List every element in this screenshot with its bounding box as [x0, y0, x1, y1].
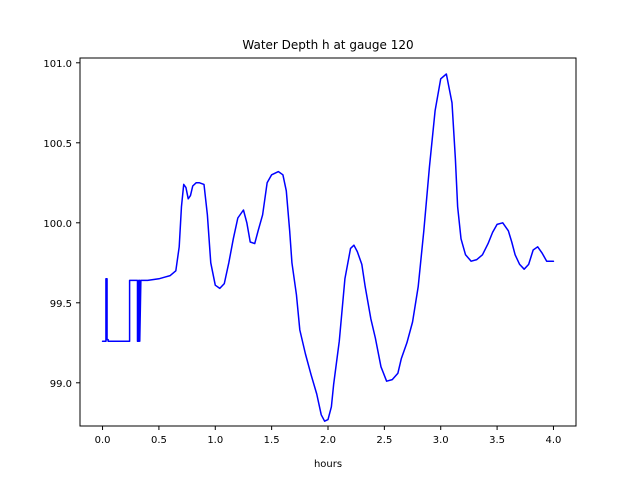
- y-tick-label: 99.5: [50, 299, 72, 310]
- x-tick-label: 3.5: [489, 435, 505, 446]
- x-tick-label: 3.0: [433, 435, 449, 446]
- x-tick-label: 2.5: [376, 435, 392, 446]
- x-tick-label: 1.5: [264, 435, 280, 446]
- x-tick-label: 0.5: [151, 435, 167, 446]
- y-tick-label: 99.0: [50, 379, 72, 390]
- x-tick-label: 0.0: [95, 435, 111, 446]
- y-tick-label: 101.0: [43, 59, 72, 70]
- y-tick-label: 100.0: [43, 219, 72, 230]
- y-tick-label: 100.5: [43, 139, 72, 150]
- chart-title: Water Depth h at gauge 120: [242, 38, 413, 52]
- series-line-0: [101, 73, 555, 422]
- plot-area: [80, 58, 576, 426]
- x-axis-title: hours: [314, 459, 342, 470]
- x-tick-label: 1.0: [207, 435, 223, 446]
- x-tick-label: 2.0: [320, 435, 336, 446]
- x-tick-label: 4.0: [546, 435, 562, 446]
